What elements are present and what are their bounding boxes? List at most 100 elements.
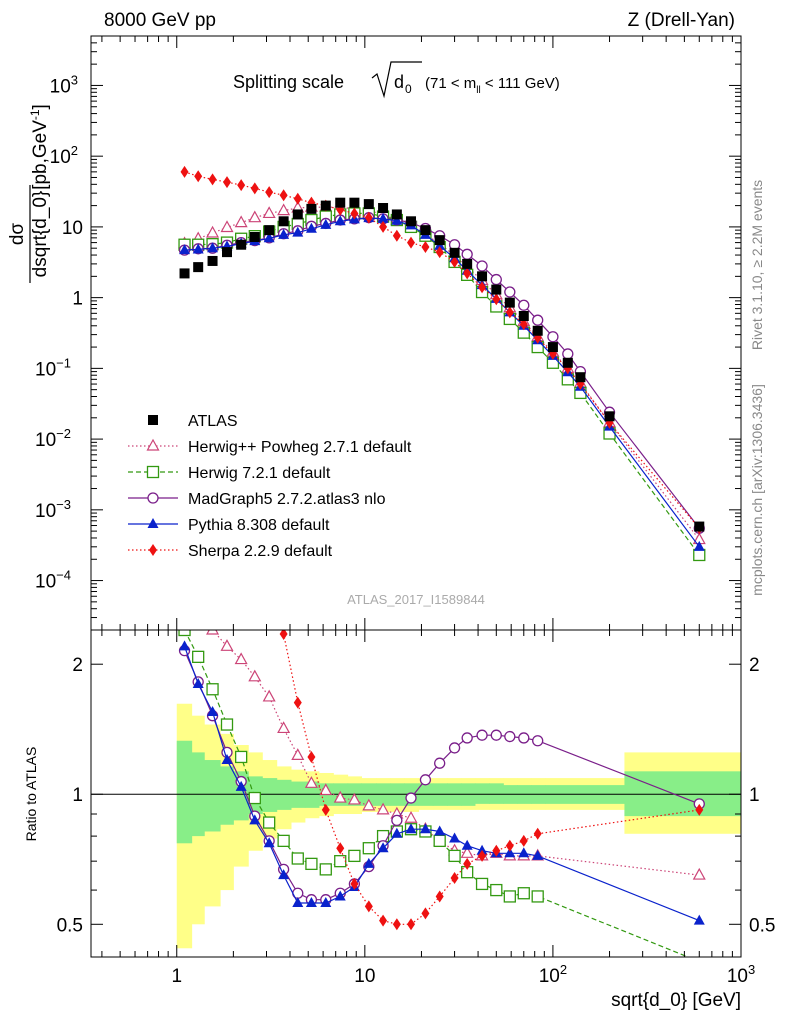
ratio-point-herwigpp bbox=[206, 630, 220, 635]
ratio-point-madgraph bbox=[405, 792, 417, 804]
main-point-atlas bbox=[504, 297, 515, 308]
main-point-atlas bbox=[222, 247, 233, 258]
ratio-panel: 0.5 0.5 1 1 2 2 1 10 102 103 bbox=[57, 629, 776, 987]
legend-item-madgraph: MadGraph5 2.7.2.atlas3 nlo bbox=[128, 491, 386, 508]
ratio-point-herwig7 bbox=[517, 887, 530, 900]
main-point-atlas bbox=[694, 521, 705, 532]
ratio-point-sherpa bbox=[505, 839, 514, 852]
band-inner bbox=[474, 783, 490, 804]
header-collision-label: 8000 GeV pp bbox=[104, 10, 216, 31]
ratio-point-herwig7 bbox=[206, 683, 219, 696]
ratio-point-sherpa bbox=[695, 803, 704, 816]
main-frame bbox=[90, 35, 742, 631]
ratio-point-herwig7 bbox=[475, 877, 489, 891]
ratio-y-axis: 0.5 0.5 1 1 2 2 bbox=[57, 655, 776, 936]
main-point-sherpa bbox=[208, 173, 217, 186]
ratio-point-pythia bbox=[518, 847, 530, 858]
ratio-xtick-label: 103 bbox=[727, 962, 755, 987]
main-point-sherpa bbox=[450, 255, 459, 268]
main-point-pythia bbox=[377, 212, 389, 223]
ratio-point-herwig7 bbox=[503, 890, 516, 903]
main-point-pythia bbox=[391, 214, 403, 225]
main-point-pythia bbox=[305, 222, 317, 233]
ratio-point-pythia bbox=[363, 857, 375, 868]
ratio-point-herwig7 bbox=[220, 718, 234, 731]
main-x-axis bbox=[101, 36, 742, 630]
main-point-madgraph bbox=[532, 314, 544, 326]
main-point-herwig7 bbox=[693, 548, 706, 562]
main-point-atlas bbox=[406, 216, 417, 227]
main-point-atlas bbox=[491, 284, 502, 295]
ratio-point-herwig7 bbox=[192, 650, 205, 663]
main-ytick-label: 10 bbox=[62, 218, 83, 239]
ratio-point-pythia bbox=[449, 832, 461, 843]
ratio-point-madgraph bbox=[504, 730, 516, 743]
ratio-point-sherpa bbox=[421, 907, 430, 920]
ratio-point-herwigpp bbox=[460, 846, 474, 858]
band-inner bbox=[220, 766, 234, 825]
main-series-layer bbox=[178, 165, 706, 562]
main-point-sherpa bbox=[392, 229, 401, 242]
main-point-pythia bbox=[263, 232, 275, 243]
ratio-point-herwigpp bbox=[347, 792, 361, 805]
ratio-point-madgraph bbox=[448, 742, 461, 754]
main-point-atlas bbox=[434, 235, 445, 246]
ylabel-numerator: dσ bbox=[7, 223, 28, 246]
main-point-herwigpp bbox=[234, 215, 248, 228]
ratio-point-pythia bbox=[235, 780, 247, 791]
main-point-pythia bbox=[292, 226, 304, 237]
ratio-point-herwig7 bbox=[490, 883, 503, 897]
ratio-point-sherpa bbox=[519, 834, 528, 847]
legend-item-herwig7: Herwig 7.2.1 default bbox=[128, 465, 331, 482]
main-point-sherpa bbox=[379, 220, 388, 233]
main-point-pythia bbox=[179, 244, 191, 255]
main-point-sherpa bbox=[492, 293, 501, 306]
ratio-point-herwig7 bbox=[362, 842, 375, 855]
sqrt-symbol-icon bbox=[371, 61, 422, 99]
band-inner bbox=[489, 783, 504, 804]
main-ytick-label: 10−2 bbox=[35, 426, 71, 451]
main-point-herwigpp bbox=[262, 206, 276, 219]
main-point-pythia bbox=[693, 540, 705, 551]
legend-label-madgraph: MadGraph5 2.7.2.atlas3 nlo bbox=[188, 491, 386, 508]
ratio-point-herwig7 bbox=[263, 816, 276, 829]
title-symbol-subscript: 0 bbox=[405, 82, 412, 96]
main-point-atlas bbox=[378, 203, 389, 214]
main-point-atlas bbox=[193, 262, 204, 273]
main-point-pythia bbox=[207, 242, 219, 253]
main-title: Splitting scale d 0 (71 < mll < 111 GeV) bbox=[233, 61, 560, 99]
main-point-sherpa bbox=[223, 176, 232, 189]
main-point-madgraph bbox=[547, 331, 559, 343]
ratio-point-pythia bbox=[532, 849, 544, 860]
main-point-madgraph bbox=[490, 273, 502, 286]
legend-marker-madgraph bbox=[147, 492, 159, 504]
main-point-atlas bbox=[420, 225, 431, 236]
ratio-point-herwigpp bbox=[362, 798, 376, 811]
legend-marker-herwig7 bbox=[146, 465, 160, 479]
ratio-point-herwigpp bbox=[692, 867, 706, 880]
ratio-point-madgraph bbox=[518, 732, 530, 744]
main-point-atlas bbox=[575, 372, 586, 383]
ratio-point-herwigpp bbox=[376, 802, 390, 815]
ratio-point-herwigpp bbox=[277, 721, 291, 734]
ratio-ytick-label: 1 bbox=[72, 785, 83, 806]
main-point-atlas bbox=[547, 342, 558, 353]
ratio-point-pythia bbox=[391, 827, 403, 838]
ratio-line-herwig7 bbox=[183, 630, 690, 957]
main-point-sherpa bbox=[350, 207, 359, 220]
main-point-atlas bbox=[604, 411, 615, 422]
main-point-madgraph bbox=[504, 286, 516, 298]
main-point-madgraph bbox=[461, 248, 473, 260]
main-point-atlas bbox=[320, 200, 331, 211]
main-point-pythia bbox=[320, 218, 332, 229]
main-point-atlas bbox=[518, 310, 529, 321]
main-point-atlas bbox=[391, 209, 402, 220]
main-point-madgraph bbox=[518, 299, 530, 311]
main-point-atlas bbox=[306, 203, 317, 214]
ratio-point-pythia bbox=[419, 823, 431, 834]
main-series-madgraph bbox=[178, 212, 705, 534]
ratio-point-herwigpp bbox=[234, 652, 248, 665]
ratio-point-herwig7 bbox=[291, 852, 304, 865]
